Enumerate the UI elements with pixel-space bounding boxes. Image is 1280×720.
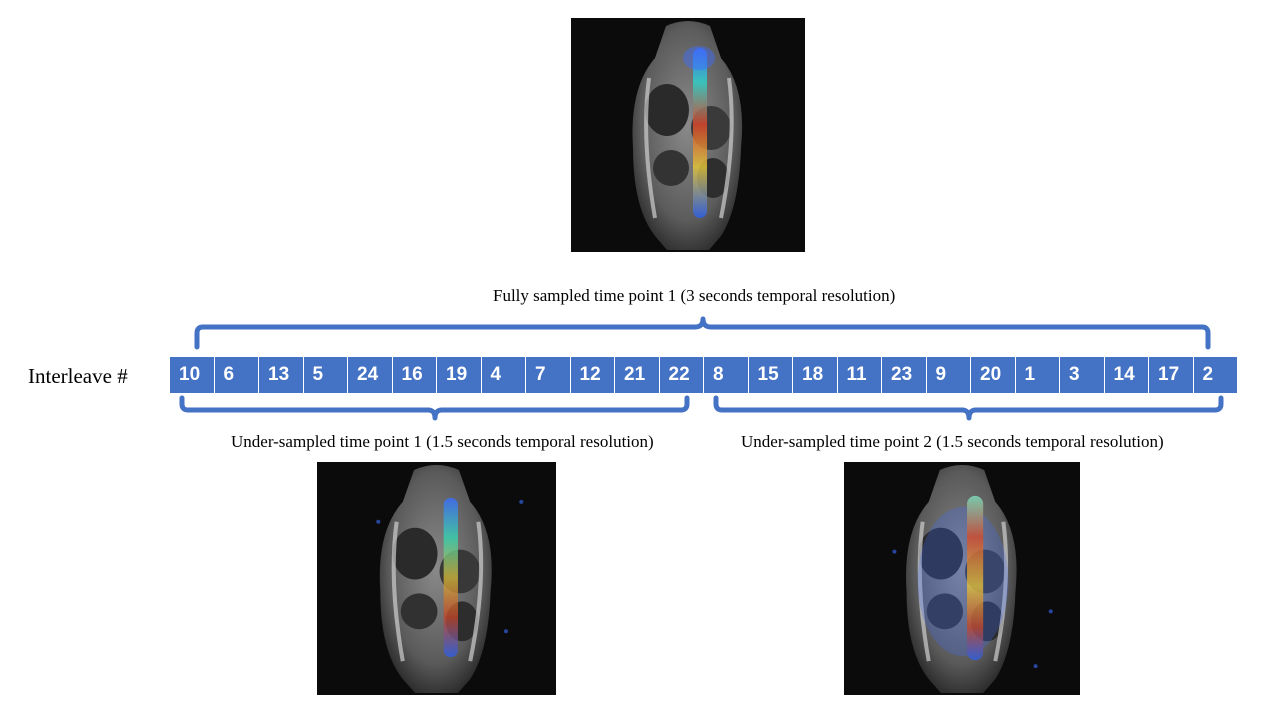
interleave-cell: 17 [1149,357,1194,393]
interleave-cell: 6 [215,357,259,393]
interleave-cell: 20 [971,357,1016,393]
interleave-cell: 18 [793,357,838,393]
interleave-cell: 11 [838,357,882,393]
interleave-cell: 21 [615,357,660,393]
mri-image-full [632,21,743,250]
interleave-cell: 9 [927,357,971,393]
under-sampled-scan-2 [844,462,1080,695]
interleave-cell: 15 [749,357,793,393]
under-sampled-label-1: Under-sampled time point 1 (1.5 seconds … [231,432,654,451]
interleave-cell: 10 [170,357,215,393]
interleave-bar: 10 6 13 5 24 16 19 4 7 12 21 22 8 15 18 11 23 9 20 1 3 14 17 2 [170,357,1237,393]
interleave-cell: 12 [571,357,615,393]
interleave-cell: 8 [704,357,749,393]
under-sampled-scan-1 [317,462,556,695]
interleave-cell: 4 [482,357,526,393]
interleave-cell: 7 [526,357,571,393]
under-sampled-label-2: Under-sampled time point 2 (1.5 seconds … [741,432,1164,451]
mri-image-under-2 [892,464,1053,694]
interleave-cell: 24 [348,357,393,393]
interleave-cell: 3 [1060,357,1105,393]
interleave-cell: 19 [437,357,482,393]
interleave-cell: 13 [259,357,304,393]
interleave-cell: 16 [393,357,437,393]
interleave-cell: 23 [882,357,927,393]
interleave-cell: 5 [304,357,348,393]
fully-sampled-scan [571,18,805,252]
interleave-cell: 1 [1016,357,1060,393]
under-brace-1 [179,395,690,421]
interleave-cell: 22 [660,357,704,393]
interleave-cell: 14 [1105,357,1149,393]
mri-image-under-1 [376,464,524,694]
under-brace-2 [713,395,1224,421]
interleave-label: Interleave # [28,364,128,388]
interleave-cell: 2 [1202,364,1214,385]
fully-sampled-label: Fully sampled time point 1 (3 seconds te… [493,286,896,305]
